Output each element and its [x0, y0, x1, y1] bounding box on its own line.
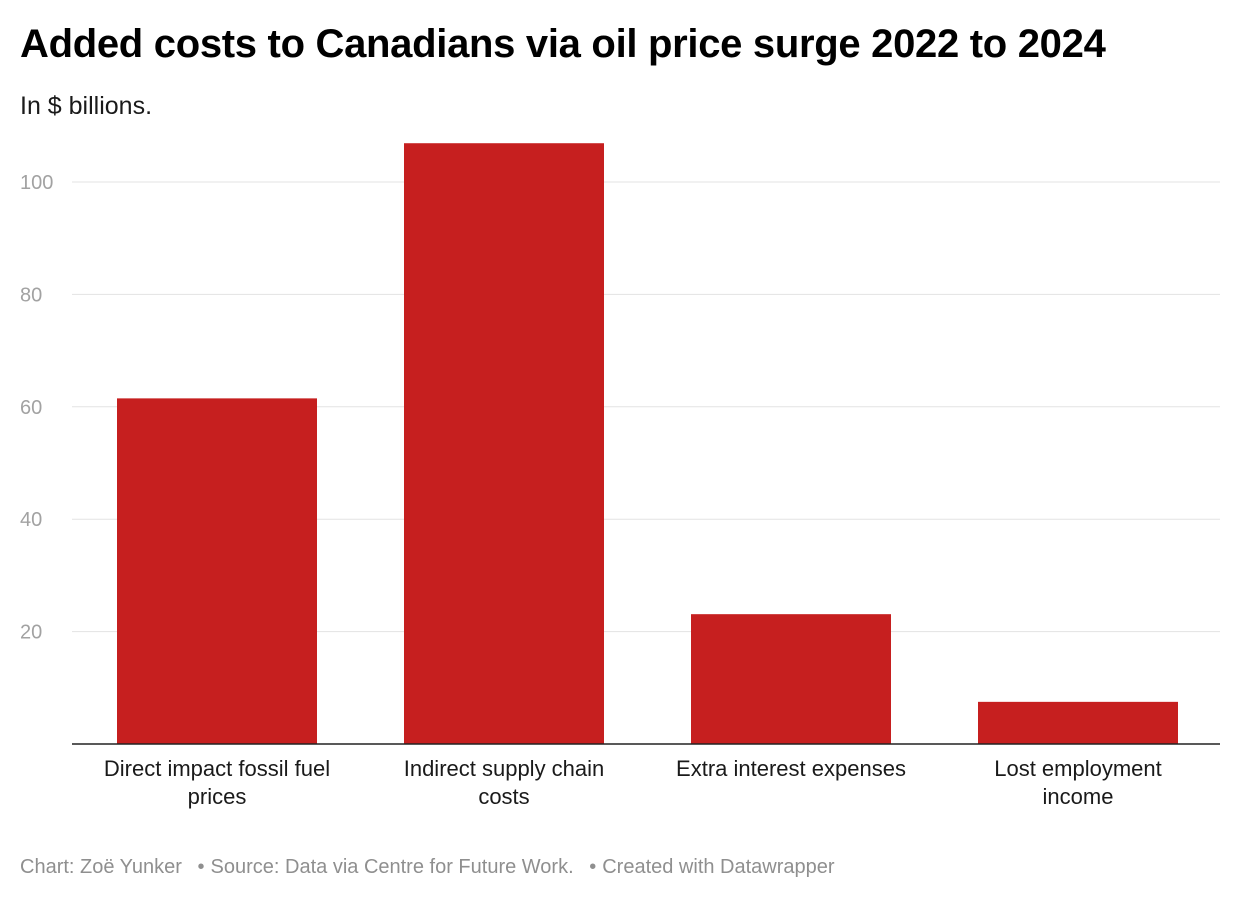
x-category-label-line: Direct impact fossil fuel	[104, 756, 330, 781]
y-tick-label: 80	[20, 284, 42, 306]
x-category-label-line: Extra interest expenses	[676, 756, 906, 781]
chart-title: Added costs to Canadians via oil price s…	[20, 22, 1106, 66]
bar	[691, 614, 891, 744]
bar	[978, 701, 1178, 744]
x-category-label-line: prices	[188, 784, 247, 809]
y-tick-label: 100	[20, 172, 53, 194]
x-category-label-line: income	[1043, 784, 1114, 809]
x-category-label-line: Indirect supply chain	[404, 756, 605, 781]
y-tick-label: 40	[20, 509, 42, 531]
x-category-label-line: Lost employment	[994, 756, 1162, 781]
x-category-label-line: costs	[478, 784, 529, 809]
x-category-label: Lost employment income	[994, 756, 1162, 809]
y-tick-label: 20	[20, 622, 42, 644]
footer-source: Source: Data via Centre for Future Work.	[210, 856, 574, 878]
x-category-label: Indirect supply chain costs	[404, 756, 605, 809]
footer-tool: Created with Datawrapper	[602, 856, 835, 878]
footer-credit: Chart: Zoë Yunker	[20, 856, 182, 878]
footer-separator: •	[589, 856, 597, 878]
footer-separator: •	[197, 856, 205, 878]
y-tick-label: 60	[20, 397, 42, 419]
bar	[404, 143, 604, 745]
x-category-label: Direct impact fossil fuel prices	[104, 756, 330, 809]
x-category-label: Extra interest expenses	[676, 756, 906, 781]
chart-subtitle: In $ billions.	[20, 92, 153, 120]
category-labels: Direct impact fossil fuel prices Indirect …	[104, 756, 1162, 809]
footer: Chart: Zoë Yunker • Source: Data via Cent…	[20, 856, 835, 879]
bar	[117, 398, 317, 744]
bars	[117, 143, 1178, 745]
